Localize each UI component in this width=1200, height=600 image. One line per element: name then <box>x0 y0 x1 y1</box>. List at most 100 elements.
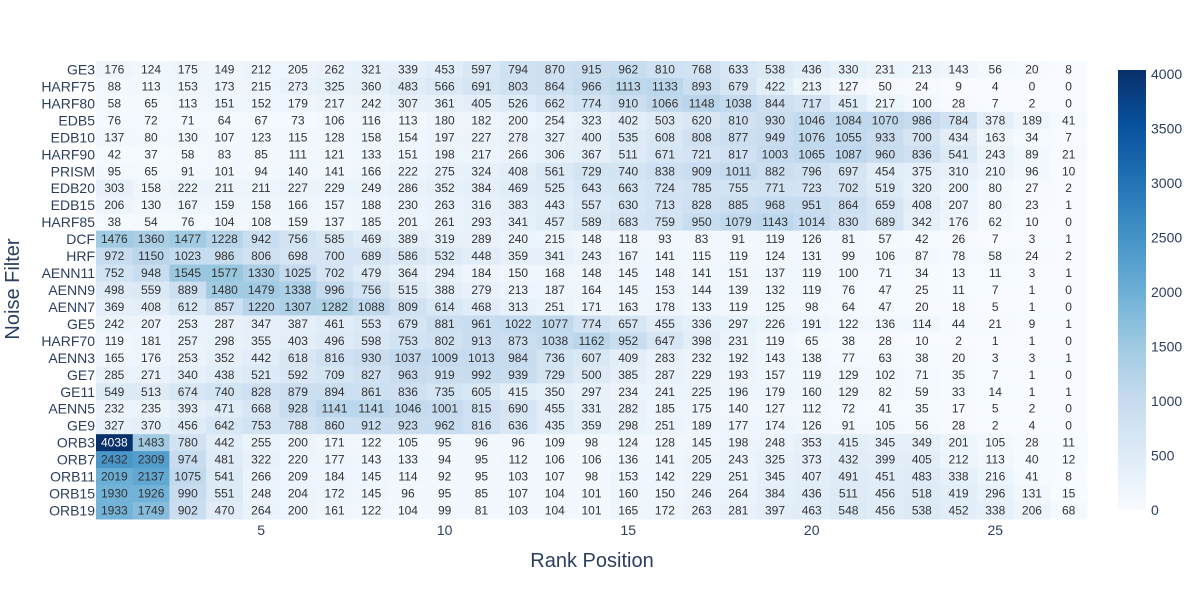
cell-value-label: 104 <box>214 215 234 229</box>
cell-value-label: 181 <box>141 334 161 348</box>
cell-value-label: 1141 <box>322 402 348 416</box>
cell-value-label: 101 <box>214 164 234 178</box>
heatmap-cell <box>830 111 868 130</box>
cell-value-label: 83 <box>218 147 232 161</box>
cell-value-label: 189 <box>692 419 712 433</box>
heatmap-cell <box>426 315 464 333</box>
row-label: HARF75 <box>41 78 95 94</box>
heatmap-cell <box>609 485 648 503</box>
heatmap-cell <box>206 61 244 79</box>
heatmap-cell <box>206 145 244 164</box>
heatmap-cell <box>279 332 317 350</box>
heatmap-cell <box>352 366 391 384</box>
cell-value-label: 220 <box>288 453 308 467</box>
heatmap-cell <box>976 94 1015 113</box>
cell-value-label: 119 <box>729 300 748 314</box>
cell-value-label: 963 <box>398 368 418 382</box>
cell-value-label: 232 <box>692 351 712 365</box>
cell-value-label: 408 <box>141 300 161 314</box>
cell-value-label: 161 <box>325 504 345 518</box>
cell-value-label: 538 <box>765 62 785 76</box>
cell-value-label: 511 <box>839 487 858 501</box>
cell-value-label: 201 <box>949 436 969 450</box>
heatmap-cell <box>352 77 391 96</box>
cell-value-label: 1113 <box>616 79 641 93</box>
heatmap-cell <box>719 451 758 469</box>
heatmap-cell <box>96 230 134 249</box>
heatmap-cell <box>609 366 648 384</box>
cell-value-label: 809 <box>398 300 418 314</box>
cell-value-label: 9 <box>1029 317 1036 331</box>
cell-value-label: 468 <box>471 300 491 314</box>
heatmap-cell <box>536 247 574 266</box>
heatmap-cell <box>463 162 501 181</box>
cell-value-label: 138 <box>802 351 822 365</box>
heatmap-cell <box>96 417 134 435</box>
cell-value-label: 143 <box>361 453 381 467</box>
heatmap-cell <box>609 128 648 147</box>
cell-value-label: 115 <box>692 249 711 263</box>
heatmap-cell <box>1013 111 1051 130</box>
heatmap-cell <box>1050 179 1088 198</box>
cell-value-label: 130 <box>141 198 161 212</box>
cell-value-label: 483 <box>398 79 418 93</box>
heatmap-cell <box>1050 315 1088 333</box>
cell-value-label: 942 <box>251 232 271 246</box>
cell-value-label: 95 <box>438 487 452 501</box>
heatmap-cell <box>976 298 1015 316</box>
heatmap-cell <box>866 281 904 299</box>
heatmap-cell <box>756 230 794 249</box>
cell-value-label: 364 <box>398 266 418 280</box>
cell-value-label: 119 <box>802 283 821 297</box>
heatmap-cell <box>683 417 721 435</box>
heatmap-cell <box>426 451 464 469</box>
heatmap-cell <box>169 213 207 232</box>
heatmap-cell <box>1013 485 1051 503</box>
cell-value-label: 1088 <box>358 300 385 314</box>
cell-value-label: 95 <box>475 453 489 467</box>
cell-value-label: 230 <box>398 198 418 212</box>
heatmap-cell <box>646 230 684 249</box>
cell-value-label: 1143 <box>762 215 788 229</box>
heatmap-cell <box>279 434 317 452</box>
heatmap-cell <box>1013 94 1051 113</box>
cell-value-label: 774 <box>581 96 601 110</box>
cell-value-label: 159 <box>214 198 234 212</box>
heatmap-cell <box>389 179 427 198</box>
cell-value-label: 131 <box>1022 487 1042 501</box>
cell-value-label: 133 <box>398 453 418 467</box>
heatmap-cell <box>316 332 354 350</box>
heatmap-cell <box>793 332 831 350</box>
heatmap-cell <box>940 281 978 299</box>
cell-value-label: 679 <box>728 79 748 93</box>
heatmap-cell <box>242 230 281 249</box>
heatmap-cell <box>169 128 207 147</box>
cell-value-label: 559 <box>141 283 161 297</box>
cell-value-label: 98 <box>805 300 819 314</box>
heatmap-cell <box>1050 111 1088 130</box>
heatmap-cell <box>756 179 794 198</box>
heatmap-cell <box>756 196 794 215</box>
cell-value-label: 375 <box>912 164 932 178</box>
cell-value-label: 810 <box>655 62 675 76</box>
heatmap-cell <box>1050 468 1088 486</box>
cell-value-label: 919 <box>435 368 455 382</box>
cell-value-label: 158 <box>361 130 381 144</box>
cell-value-label: 740 <box>618 164 638 178</box>
heatmap-cell <box>96 485 134 503</box>
cell-value-label: 1079 <box>725 215 752 229</box>
cell-value-label: 141 <box>655 249 675 263</box>
cell-value-label: 962 <box>618 62 638 76</box>
cell-value-label: 95 <box>475 470 489 484</box>
cell-value-label: 243 <box>985 147 1005 161</box>
heatmap-cell <box>646 485 684 503</box>
heatmap-cell <box>132 400 170 418</box>
heatmap-cell <box>206 383 244 401</box>
cell-value-label: 124 <box>141 62 161 76</box>
cell-value-label: 85 <box>254 147 268 161</box>
cell-value-label: 598 <box>361 334 381 348</box>
cell-value-label: 700 <box>912 130 932 144</box>
cell-value-label: 481 <box>214 453 234 467</box>
heatmap-cell <box>756 281 794 299</box>
heatmap-cell <box>316 485 354 503</box>
